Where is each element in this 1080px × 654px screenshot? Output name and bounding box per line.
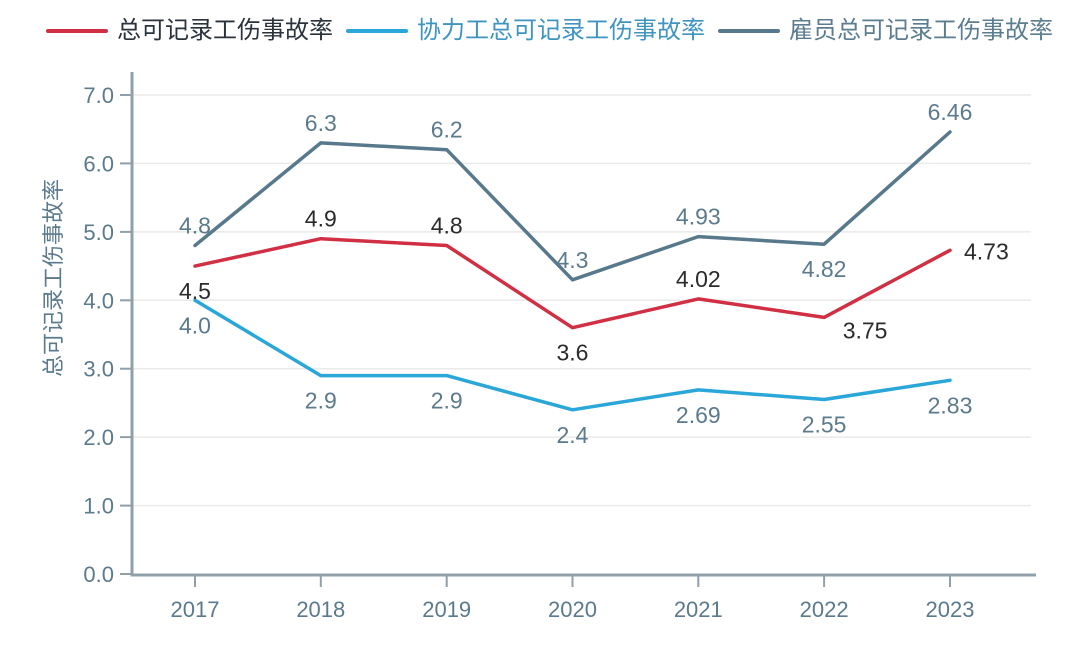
x-tick-label: 2022 [800, 597, 849, 622]
y-tick-label: 6.0 [83, 151, 114, 176]
series-line-2 [193, 236, 952, 330]
data-label: 2.9 [305, 388, 337, 414]
x-tick-label: 2023 [926, 597, 975, 622]
data-label: 4.93 [676, 204, 721, 230]
data-label: 2.9 [431, 388, 463, 414]
x-tick-label: 2017 [171, 597, 220, 622]
data-label: 4.0 [179, 312, 211, 338]
legend-label-employee: 雇员总可记录工伤事故率 [789, 17, 1053, 44]
x-tick-label: 2018 [296, 597, 345, 622]
legend-label-contractor: 协力工总可记录工伤事故率 [417, 17, 705, 44]
x-tick-label: 2021 [674, 597, 723, 622]
data-label: 4.8 [179, 213, 211, 239]
legend-line-swatch-blue [346, 29, 408, 33]
x-tick-label: 2019 [422, 597, 471, 622]
y-tick-label: 3.0 [83, 357, 114, 382]
data-label: 4.82 [802, 256, 847, 282]
data-label: 4.9 [305, 206, 337, 232]
data-label: 6.3 [305, 110, 337, 136]
data-label: 3.75 [843, 317, 888, 343]
series-line-1 [193, 298, 952, 412]
data-label: 2.69 [676, 402, 721, 428]
data-label: 4.02 [676, 266, 721, 292]
data-label: 6.46 [928, 99, 973, 125]
legend-item-employee-rate: 雇员总可记录工伤事故率 [718, 16, 1053, 46]
legend-item-contractor-rate: 协力工总可记录工伤事故率 [346, 16, 705, 46]
data-label: 2.4 [557, 422, 589, 448]
legend-label-total: 总可记录工伤事故率 [117, 17, 333, 44]
y-tick-label: 1.0 [83, 494, 114, 519]
data-label: 4.8 [431, 213, 463, 239]
data-label: 2.83 [928, 392, 973, 418]
data-label: 3.6 [557, 340, 589, 366]
y-tick-label: 0.0 [83, 562, 114, 587]
legend-item-total-recordable-rate: 总可记录工伤事故率 [46, 16, 333, 46]
series-line-0 [193, 130, 952, 282]
chart-legend: 总可记录工伤事故率 协力工总可记录工伤事故率 雇员总可记录工伤事故率 [46, 16, 1053, 46]
y-tick-label: 4.0 [83, 288, 114, 313]
y-tick-label: 5.0 [83, 220, 114, 245]
y-tick-label: 7.0 [83, 83, 114, 108]
data-label: 4.3 [557, 247, 589, 273]
data-label: 6.2 [431, 117, 463, 143]
data-label: 4.73 [964, 238, 1009, 264]
legend-line-swatch-red [46, 29, 108, 33]
y-tick-label: 2.0 [83, 425, 114, 450]
legend-line-swatch-slate [718, 29, 780, 33]
data-label: 4.5 [179, 278, 211, 304]
data-label: 2.55 [802, 412, 847, 438]
x-tick-label: 2020 [548, 597, 597, 622]
